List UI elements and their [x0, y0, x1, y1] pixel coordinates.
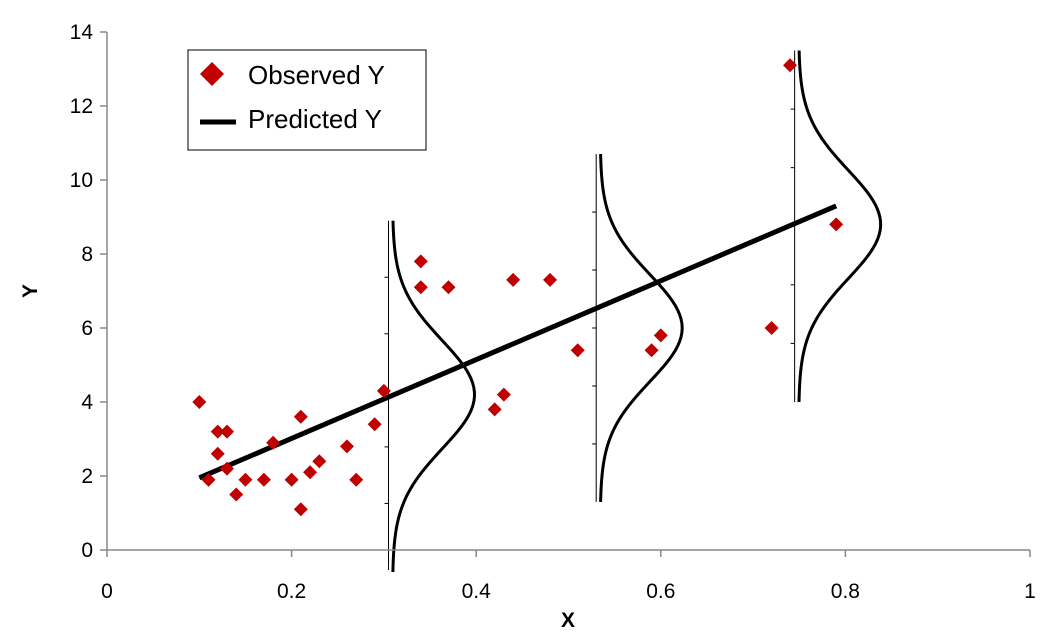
observed-point [441, 280, 456, 295]
observed-point [219, 461, 234, 476]
legend-observed-label: Observed Y [248, 60, 385, 90]
observed-point [829, 217, 844, 232]
observed-point [496, 387, 511, 402]
observed-point [413, 254, 428, 269]
plot-area [192, 50, 883, 573]
y-tick-label: 4 [81, 391, 93, 414]
observed-point [238, 472, 253, 487]
x-tick-label: 1 [1024, 580, 1036, 603]
observed-point [229, 487, 244, 502]
distribution-curve [391, 220, 476, 573]
observed-point [303, 465, 318, 480]
observed-point [543, 272, 558, 287]
y-tick-label: 12 [70, 95, 93, 118]
x-tick-label: 0.2 [277, 580, 306, 603]
observed-point [201, 472, 216, 487]
legend-observed-marker [200, 62, 224, 86]
x-tick-label: 0.4 [462, 580, 492, 603]
observed-point [349, 472, 364, 487]
observed-point [570, 343, 585, 358]
y-axis-ticks: 0 2 4 6 8 10 12 14 [70, 21, 107, 562]
y-tick-label: 6 [81, 317, 93, 340]
observed-point [210, 446, 225, 461]
observed-point [367, 417, 382, 432]
predicted-y-line [198, 203, 838, 481]
observed-point [219, 424, 234, 439]
observed-point [293, 409, 308, 424]
observed-point [653, 328, 668, 343]
y-tick-label: 10 [70, 169, 93, 192]
x-axis-title: X [561, 609, 575, 632]
observed-point [644, 343, 659, 358]
observed-point [284, 472, 299, 487]
observed-point [376, 383, 391, 398]
y-tick-label: 14 [70, 21, 94, 44]
distribution-curve [797, 50, 883, 403]
observed-point [293, 502, 308, 517]
observed-point [764, 321, 779, 335]
observed-point [256, 472, 271, 487]
y-tick-label: 8 [81, 243, 93, 266]
y-axis-title: Y [19, 284, 42, 298]
observed-point [210, 424, 225, 439]
observed-point [266, 435, 281, 450]
y-tick-label: 2 [81, 465, 93, 488]
distribution-curve [599, 154, 684, 502]
y-tick-label: 0 [81, 539, 93, 562]
legend: Observed Y Predicted Y [187, 49, 427, 151]
observed-point [506, 272, 521, 287]
observed-point [413, 280, 428, 295]
x-tick-label: 0 [101, 580, 113, 603]
observed-point [312, 454, 327, 469]
x-tick-label: 0.8 [831, 580, 860, 603]
legend-box [187, 49, 427, 151]
observed-point [487, 402, 502, 417]
legend-predicted-label: Predicted Y [248, 104, 382, 134]
x-tick-label: 0.6 [646, 580, 675, 603]
observed-point [339, 439, 354, 454]
observed-point [783, 58, 798, 73]
observed-point [192, 395, 207, 409]
x-axis-ticks: 0 0.2 0.4 0.6 0.8 1 [101, 550, 1036, 603]
